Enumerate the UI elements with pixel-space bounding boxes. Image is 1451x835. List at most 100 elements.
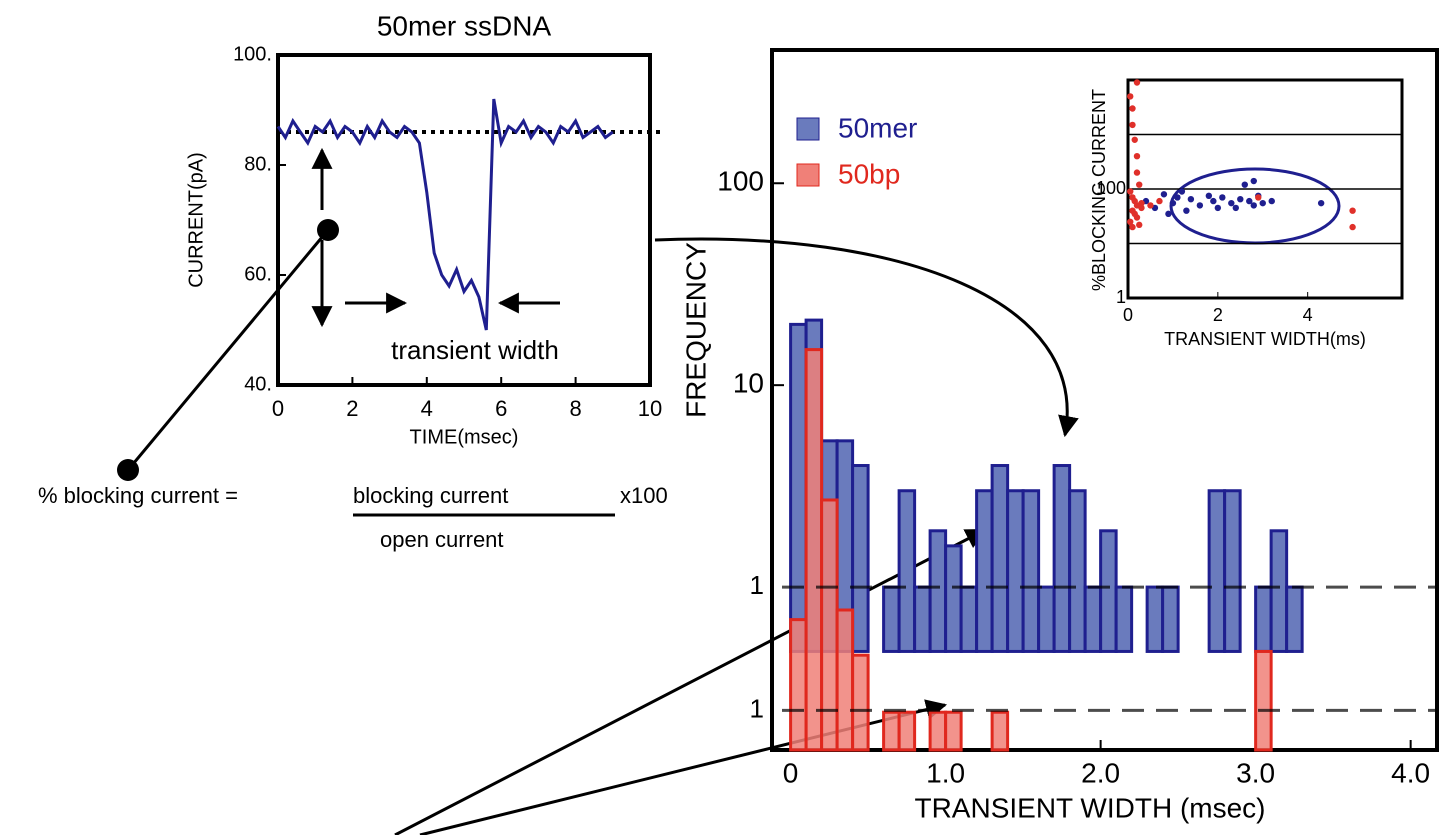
scatter-point bbox=[1246, 197, 1253, 205]
x-tick-label: 1.0 bbox=[926, 757, 965, 788]
histogram-frame bbox=[770, 48, 1439, 752]
scatter-point bbox=[1174, 194, 1181, 201]
x-axis-label: TIME(msec) bbox=[410, 426, 519, 448]
formula-denominator: open current bbox=[380, 527, 504, 552]
scatter-point bbox=[1129, 105, 1136, 112]
scatter-point bbox=[1250, 202, 1257, 209]
legend-swatch bbox=[796, 117, 820, 141]
histogram-bar bbox=[1037, 585, 1056, 653]
histogram-bar bbox=[1269, 529, 1289, 653]
y-axis-label: CURRENT(pA) bbox=[185, 152, 207, 288]
curved-arrow bbox=[654, 237, 1079, 438]
histogram-bar bbox=[1083, 585, 1103, 653]
x-tick-label: 0 bbox=[272, 396, 284, 421]
x-tick-label: 0 bbox=[783, 757, 799, 788]
histogram-bar bbox=[789, 322, 808, 653]
scatter-point bbox=[1349, 207, 1356, 214]
scatter-point bbox=[1133, 152, 1141, 160]
histogram-bar bbox=[835, 608, 855, 752]
scatter-point bbox=[1156, 197, 1163, 205]
x-tick-label: 10 bbox=[638, 396, 662, 421]
scatter-point bbox=[1232, 204, 1240, 212]
scatter-point bbox=[1133, 79, 1141, 86]
y-tick-label: 80. bbox=[244, 153, 272, 175]
histogram-bar bbox=[1285, 585, 1304, 653]
scatter-point bbox=[1147, 202, 1154, 209]
scatter-point bbox=[1196, 202, 1204, 209]
x-tick-label: 2 bbox=[346, 396, 358, 421]
trace-frame bbox=[276, 53, 652, 387]
y-tick-label: 10 bbox=[733, 368, 764, 399]
scatter-point bbox=[1210, 197, 1217, 205]
histogram-bar bbox=[1254, 585, 1273, 653]
y-axis-label: %BLOCKING CURRENT bbox=[1089, 89, 1109, 291]
formula-multiplier: x100 bbox=[620, 483, 668, 508]
histogram-bar bbox=[1161, 585, 1180, 653]
annotation: transient width bbox=[391, 335, 559, 365]
scatter-point bbox=[1214, 204, 1222, 212]
scatter-point bbox=[1136, 181, 1143, 188]
y-tick-label: 40. bbox=[244, 373, 272, 395]
histogram-bar bbox=[944, 544, 963, 653]
y-tick-label: 1 bbox=[1116, 287, 1126, 307]
y-tick-label: 100. bbox=[233, 43, 272, 65]
histogram-bar bbox=[990, 710, 1010, 752]
scatter-point bbox=[1129, 121, 1136, 129]
histogram-bar bbox=[990, 464, 1010, 653]
arrow bbox=[394, 528, 987, 835]
scatter-point bbox=[1165, 210, 1172, 218]
formula-lhs: % blocking current = bbox=[38, 483, 238, 508]
histogram-bar bbox=[1207, 489, 1227, 653]
scatter-point bbox=[1131, 136, 1138, 143]
y-axis-label: FREQUENCY bbox=[680, 242, 711, 418]
x-axis-label: TRANSIENT WIDTH (msec) bbox=[914, 792, 1265, 823]
scatter-point bbox=[1187, 195, 1195, 203]
current-trace bbox=[276, 98, 614, 331]
histogram-bar bbox=[975, 489, 994, 653]
histogram-bar bbox=[789, 618, 808, 752]
histogram-bar bbox=[897, 489, 917, 653]
marker-dot bbox=[117, 459, 139, 481]
histogram-bar bbox=[1052, 464, 1072, 653]
scatter-point bbox=[1183, 207, 1190, 214]
histogram-bar bbox=[851, 653, 870, 752]
histogram-bar bbox=[1114, 585, 1134, 653]
scatter-point bbox=[1133, 214, 1141, 221]
scatter-point bbox=[1219, 194, 1226, 201]
histogram-bar bbox=[882, 710, 901, 752]
scatter-point bbox=[1138, 199, 1145, 207]
scatter-point bbox=[1228, 199, 1235, 207]
scatter-point bbox=[1349, 223, 1356, 231]
scatter-point bbox=[1250, 177, 1257, 185]
x-tick-label: 4 bbox=[1303, 305, 1313, 325]
x-tick-label: 2 bbox=[1213, 305, 1223, 325]
x-tick-label: 0 bbox=[1123, 305, 1133, 325]
histogram-bar bbox=[944, 710, 963, 752]
scatter-point bbox=[1205, 192, 1213, 200]
histogram-bar bbox=[882, 585, 901, 653]
scatter-point bbox=[1241, 181, 1248, 188]
legend-label: 50mer bbox=[838, 112, 917, 143]
x-tick-label: 8 bbox=[569, 396, 581, 421]
histogram-bar bbox=[1068, 489, 1087, 653]
scatter-point bbox=[1178, 188, 1186, 195]
histogram-bar bbox=[897, 710, 917, 752]
histogram-bar bbox=[1223, 489, 1242, 653]
x-tick-label: 4.0 bbox=[1391, 757, 1430, 788]
x-tick-label: 6 bbox=[495, 396, 507, 421]
formula-numerator: blocking current bbox=[353, 483, 508, 508]
histogram-bar bbox=[928, 710, 948, 752]
scatter-point bbox=[1268, 197, 1275, 205]
histogram-bar bbox=[820, 498, 839, 752]
scatter-point bbox=[1317, 199, 1325, 207]
scatter-point bbox=[1136, 221, 1143, 229]
scatter-point bbox=[1237, 195, 1244, 203]
x-axis-label: TRANSIENT WIDTH(ms) bbox=[1164, 329, 1366, 349]
y-tick-label: 100 bbox=[717, 166, 764, 197]
y-tick-label: 60. bbox=[244, 263, 272, 285]
histogram-bar bbox=[1254, 649, 1273, 752]
scatter-point bbox=[1129, 223, 1136, 231]
scatter-point bbox=[1169, 199, 1177, 207]
histogram-bar bbox=[851, 464, 870, 653]
histogram-bar bbox=[1145, 585, 1165, 653]
